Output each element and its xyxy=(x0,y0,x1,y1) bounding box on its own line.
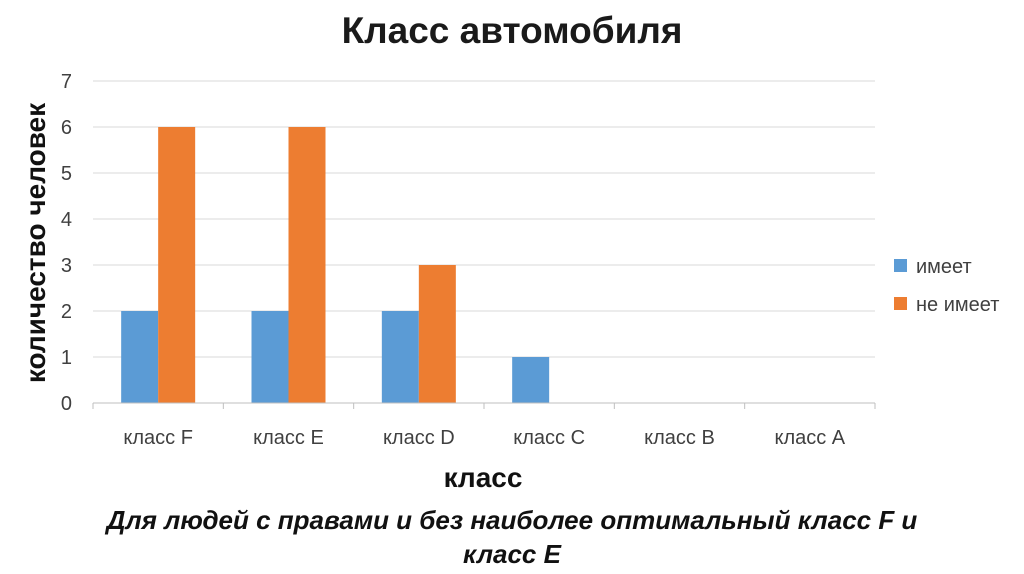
bar-has xyxy=(381,311,419,403)
y-tick-label: 1 xyxy=(61,347,72,369)
y-tick-label: 4 xyxy=(61,209,72,231)
x-category-label: класс B xyxy=(644,427,715,449)
chart-title: Класс автомобиля xyxy=(341,10,683,51)
legend-swatch xyxy=(894,259,907,272)
bar-has-not xyxy=(288,127,326,403)
y-tick-labels: 0 1 2 3 4 5 6 7 xyxy=(61,71,72,415)
caption-line-2: класс Е xyxy=(463,539,561,569)
y-tick-label: 5 xyxy=(61,163,72,185)
y-axis-title: количество человек xyxy=(20,102,51,383)
x-category-label: класс F xyxy=(123,427,193,449)
caption-line-1: Для людей с правами и без наиболее оптим… xyxy=(106,505,918,535)
x-category-label: класс E xyxy=(253,427,324,449)
caption: Для людей с правами и без наиболее оптим… xyxy=(0,503,1024,571)
y-tick-label: 6 xyxy=(61,117,72,139)
grid-lines xyxy=(93,80,875,358)
bar-has xyxy=(251,311,289,403)
bar-has xyxy=(121,311,159,403)
x-axis-title: класс xyxy=(444,462,523,493)
y-tick-label: 7 xyxy=(61,71,72,93)
legend-label: не имеет xyxy=(916,294,999,316)
bar-has-not xyxy=(418,265,456,403)
x-category-label: класс A xyxy=(774,427,845,449)
axes xyxy=(92,402,876,409)
bar-has xyxy=(512,357,550,403)
y-tick-label: 0 xyxy=(61,393,72,415)
x-category-label: класс D xyxy=(383,427,455,449)
bar-has-not xyxy=(158,127,196,403)
y-tick-label: 3 xyxy=(61,255,72,277)
y-tick-label: 2 xyxy=(61,301,72,323)
legend: имеет не имеет xyxy=(894,256,999,316)
x-category-label: класс C xyxy=(513,427,585,449)
bars xyxy=(121,127,550,403)
legend-swatch xyxy=(894,297,907,310)
x-category-labels: класс F класс E класс D класс C класс B класс… xyxy=(123,427,845,449)
legend-label: имеет xyxy=(916,256,972,278)
